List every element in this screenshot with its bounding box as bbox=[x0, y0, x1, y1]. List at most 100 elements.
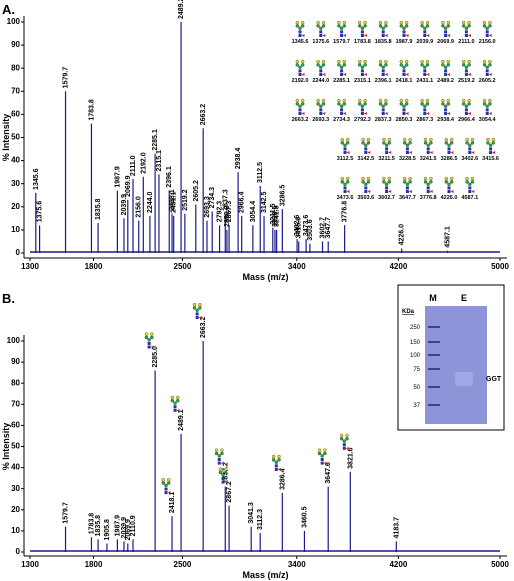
glycan-part bbox=[403, 176, 407, 181]
glycan-part bbox=[321, 24, 326, 28]
y-tick-label: 60 bbox=[11, 421, 20, 430]
glycan-part bbox=[450, 180, 454, 184]
peak-label: 2418.1 bbox=[169, 492, 176, 514]
glycan-part bbox=[339, 65, 344, 69]
glycan-part bbox=[346, 151, 350, 154]
glycan-part bbox=[423, 180, 428, 184]
glycan-part bbox=[317, 451, 322, 456]
glycan-part bbox=[402, 112, 406, 115]
glycan-part bbox=[426, 182, 430, 186]
y-tick-label: 80 bbox=[11, 378, 20, 387]
marker-label: 100 bbox=[410, 353, 421, 359]
glycan-part bbox=[450, 141, 454, 145]
glycan-part bbox=[367, 190, 371, 193]
glycan-icon bbox=[423, 137, 433, 154]
glycan-part bbox=[467, 24, 471, 28]
y-tick-label: 50 bbox=[11, 133, 20, 142]
glycan-part bbox=[346, 176, 350, 181]
glycan-part bbox=[144, 335, 149, 340]
glycan-part bbox=[301, 34, 305, 37]
glycan-part bbox=[405, 24, 409, 28]
peak-label: 3112.5 bbox=[257, 162, 264, 183]
glycan-part bbox=[361, 141, 365, 145]
glycan-part bbox=[384, 59, 388, 64]
glycan-part bbox=[423, 112, 427, 115]
glycan-part bbox=[322, 112, 326, 115]
peak-label: 2069.9 bbox=[125, 519, 132, 541]
glycan-part bbox=[301, 63, 305, 67]
glycan-part bbox=[360, 104, 365, 108]
glycan-part bbox=[337, 102, 341, 106]
glycan-part bbox=[340, 30, 344, 34]
glycan-part bbox=[462, 63, 466, 67]
glycan-part bbox=[345, 433, 349, 438]
structure-label: 1345.6 bbox=[292, 39, 309, 45]
glycan-part bbox=[366, 137, 371, 142]
glycan-part bbox=[378, 20, 383, 25]
peak-label: 4183.7 bbox=[393, 517, 400, 539]
structure-label: 2867.3 bbox=[416, 117, 433, 123]
glycan-part bbox=[342, 446, 346, 450]
glycan-part bbox=[447, 186, 451, 190]
glycan-part bbox=[426, 147, 430, 151]
glycan-icon bbox=[361, 137, 371, 154]
structure-label: 2734.3 bbox=[333, 117, 350, 123]
glycan-icon bbox=[486, 137, 496, 154]
glycan-part bbox=[429, 176, 433, 181]
glycan-icon bbox=[399, 98, 409, 115]
glycan-part bbox=[405, 147, 409, 151]
glycan-part bbox=[426, 34, 430, 37]
y-tick-label: 60 bbox=[11, 110, 20, 119]
glycan-part bbox=[403, 137, 407, 142]
peak-label: 2244.0 bbox=[147, 192, 154, 214]
glycan-part bbox=[468, 182, 472, 186]
glycan-part bbox=[446, 59, 450, 64]
peak-label: 2396.1 bbox=[166, 166, 173, 188]
glycan-part bbox=[358, 20, 362, 25]
peak-label: 3776.8 bbox=[342, 201, 349, 223]
glycan-part bbox=[447, 143, 451, 147]
structure-label: 2605.2 bbox=[479, 78, 496, 84]
glycan-part bbox=[420, 20, 424, 25]
glycan-part bbox=[441, 102, 445, 106]
glycan-part bbox=[420, 98, 424, 103]
glycan-part bbox=[198, 302, 202, 307]
glycan-part bbox=[340, 141, 344, 145]
glycan-part bbox=[319, 108, 323, 112]
glycan-icon bbox=[295, 59, 305, 76]
glycan-part bbox=[176, 399, 180, 403]
glycan-part bbox=[443, 65, 448, 69]
glycan-part bbox=[465, 137, 469, 142]
glycan-part bbox=[464, 104, 469, 108]
glycan-part bbox=[384, 34, 388, 37]
structure-label: 2069.9 bbox=[437, 39, 454, 45]
glycan-part bbox=[381, 108, 385, 112]
glycan-part bbox=[425, 98, 430, 103]
glycan-part bbox=[274, 460, 278, 464]
x-tick-label: 4200 bbox=[389, 262, 407, 271]
structure-label: 2837.3 bbox=[375, 117, 392, 123]
structure-label: 3241.5 bbox=[420, 156, 437, 162]
glycan-part bbox=[322, 73, 326, 76]
glycan-part bbox=[319, 73, 323, 76]
glycan-part bbox=[342, 63, 346, 67]
glycan-part bbox=[446, 63, 450, 67]
glycan-part bbox=[405, 63, 409, 67]
glycan-icon bbox=[317, 448, 327, 465]
glycan-part bbox=[447, 73, 451, 76]
glycan-part bbox=[488, 34, 492, 37]
x-tick-label: 2500 bbox=[174, 262, 192, 271]
glycan-part bbox=[378, 24, 383, 28]
glycan-part bbox=[366, 180, 371, 184]
glycan-part bbox=[363, 20, 367, 25]
glycan-part bbox=[342, 24, 346, 28]
glycan-part bbox=[492, 151, 496, 154]
glycan-part bbox=[467, 73, 471, 76]
peak-label: 2039.9 bbox=[121, 517, 128, 539]
x-axis-label: Mass (m/z) bbox=[242, 272, 288, 282]
glycan-part bbox=[470, 176, 475, 181]
glycan-part bbox=[467, 102, 471, 106]
glycan-part bbox=[485, 30, 489, 34]
glycan-part bbox=[217, 454, 221, 458]
glycan-part bbox=[488, 98, 492, 103]
